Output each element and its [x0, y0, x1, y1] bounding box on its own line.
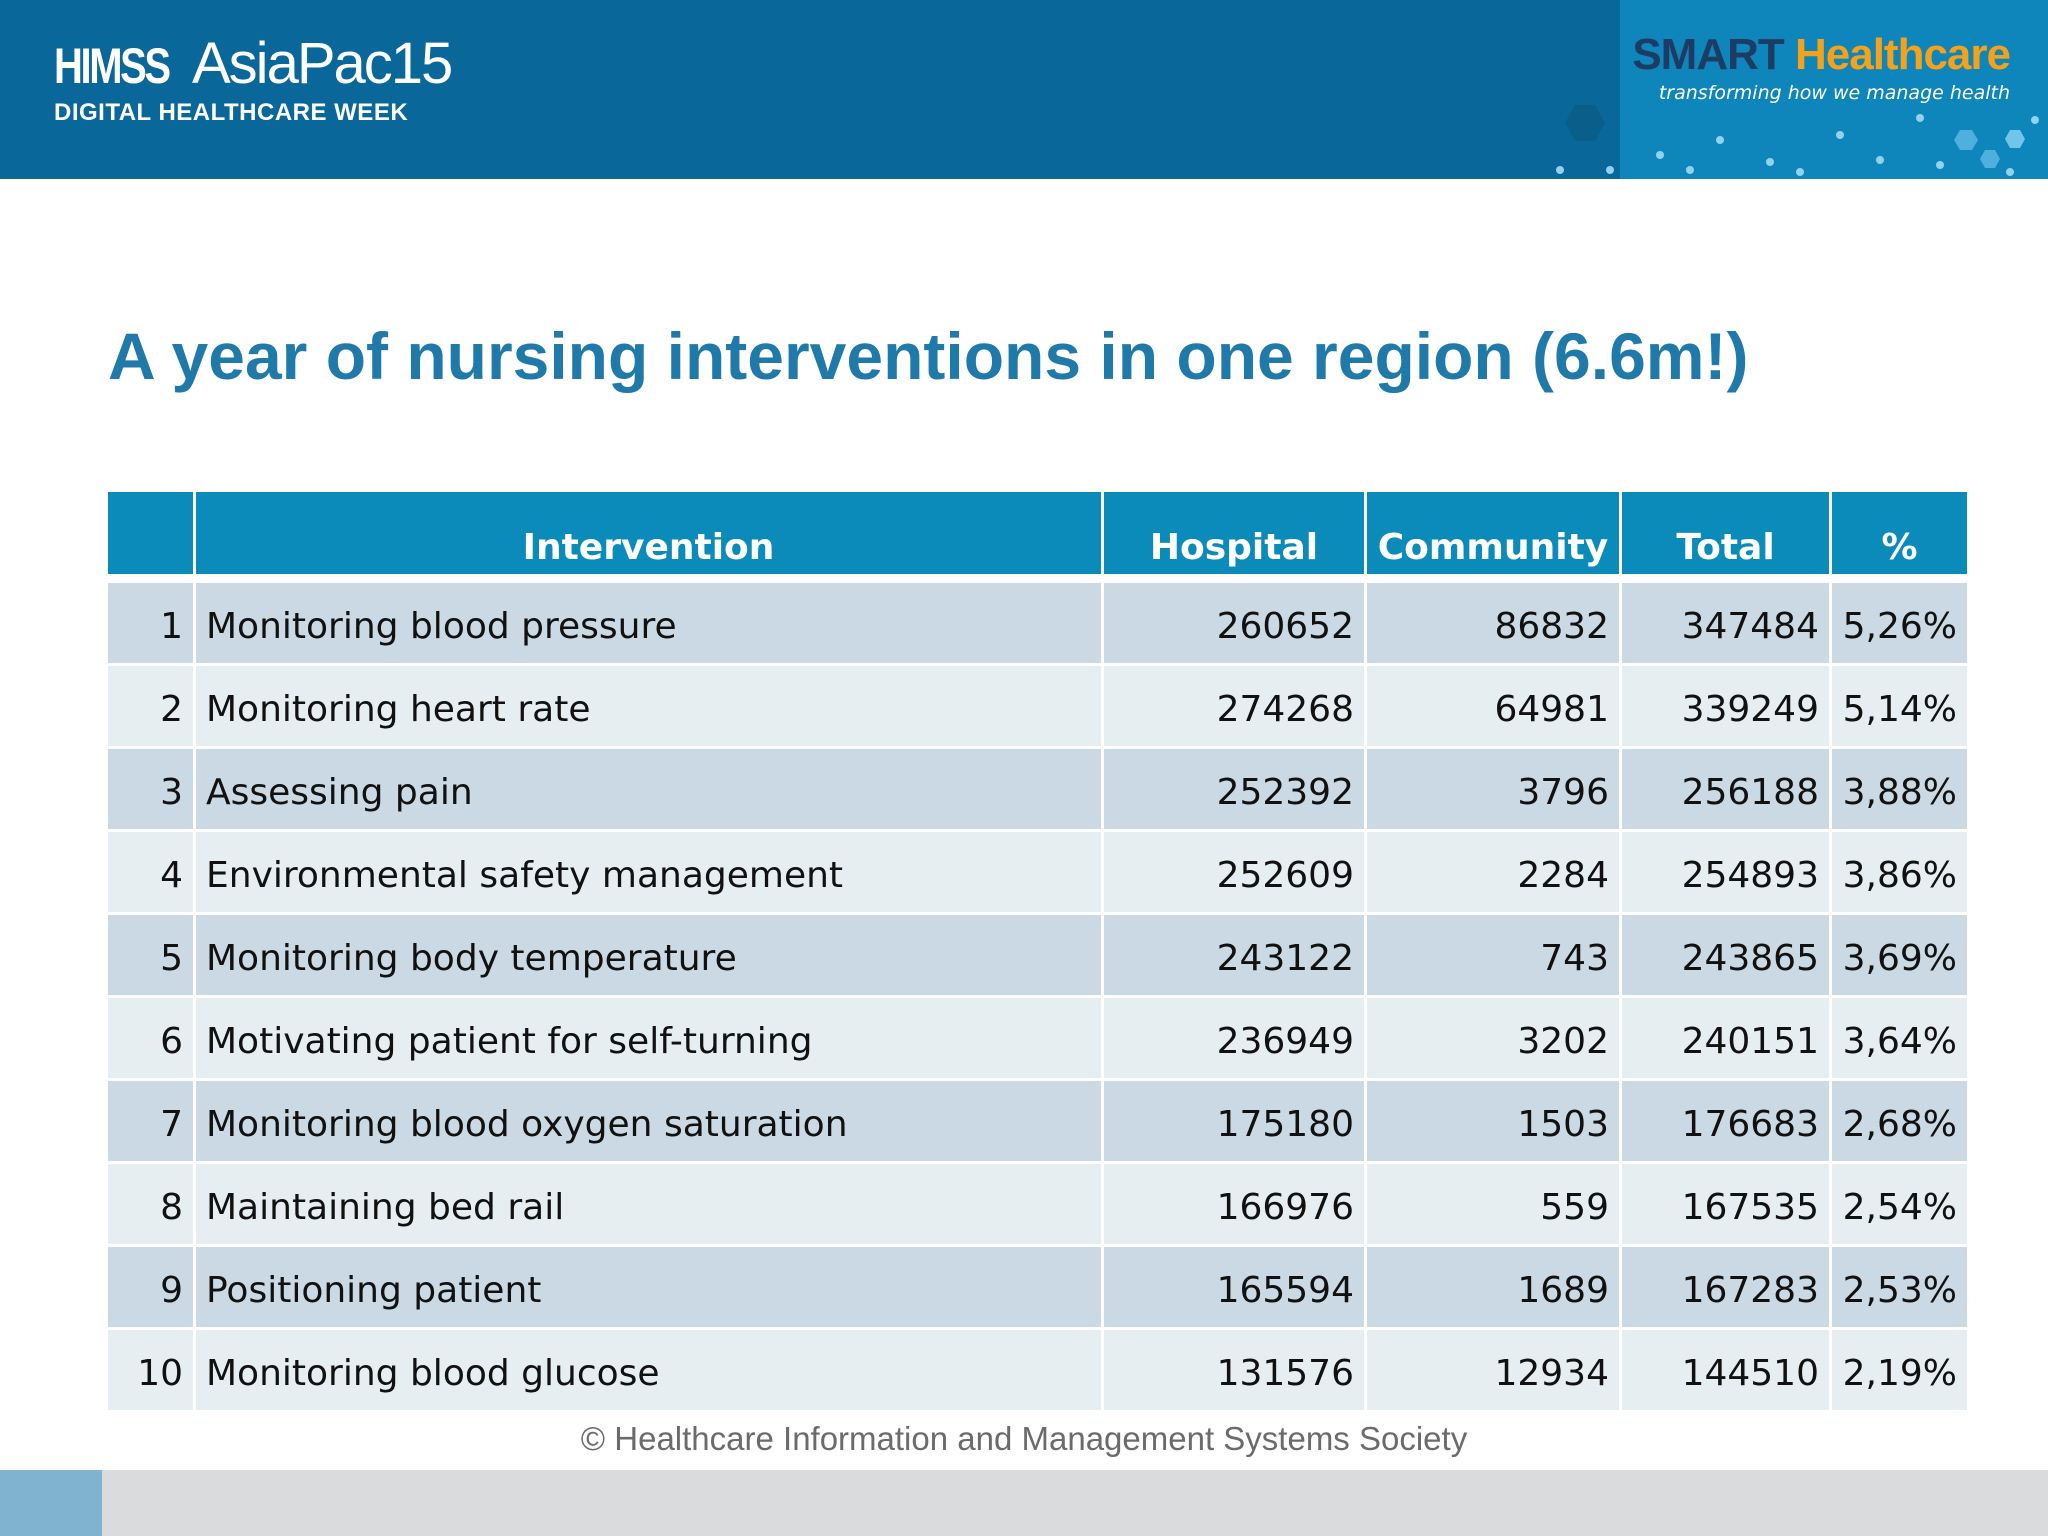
- hospital-cell: 260652: [1104, 583, 1364, 663]
- rank-cell: 5: [108, 915, 193, 995]
- intervention-cell: Monitoring body temperature: [196, 915, 1101, 995]
- community-cell: 64981: [1367, 666, 1619, 746]
- percent-cell: 3,88%: [1832, 749, 1967, 829]
- community-cell: 86832: [1367, 583, 1619, 663]
- rank-cell: 8: [108, 1164, 193, 1244]
- community-cell: 1503: [1367, 1081, 1619, 1161]
- header-intervention: Intervention: [196, 492, 1101, 574]
- community-cell: 2284: [1367, 832, 1619, 912]
- rank-cell: 9: [108, 1247, 193, 1327]
- intervention-cell: Environmental safety management: [196, 832, 1101, 912]
- healthcare-wordmark: Healthcare: [1794, 30, 2011, 79]
- header-total: Total: [1622, 492, 1829, 574]
- smart-wordmark: SMART: [1632, 30, 1784, 79]
- community-cell: 743: [1367, 915, 1619, 995]
- rank-cell: 6: [108, 998, 193, 1078]
- rank-cell: 7: [108, 1081, 193, 1161]
- percent-cell: 5,26%: [1832, 583, 1967, 663]
- partner-tagline: transforming how we manage health: [1658, 82, 2010, 104]
- intervention-cell: Monitoring blood glucose: [196, 1330, 1101, 1410]
- header-banner: HIMSS AsiaPac15 DIGITAL HEALTHCARE WEEK …: [0, 0, 2048, 179]
- rank-cell: 4: [108, 832, 193, 912]
- hospital-cell: 131576: [1104, 1330, 1364, 1410]
- hospital-cell: 274268: [1104, 666, 1364, 746]
- intervention-cell: Motivating patient for self-turning: [196, 998, 1101, 1078]
- hospital-cell: 166976: [1104, 1164, 1364, 1244]
- hexagon-pattern-decoration: [1556, 105, 2039, 176]
- slide-title: A year of nursing interventions in one r…: [108, 319, 1749, 393]
- intervention-cell: Monitoring heart rate: [196, 666, 1101, 746]
- total-cell: 347484: [1622, 583, 1829, 663]
- hospital-cell: 252609: [1104, 832, 1364, 912]
- event-subtitle: DIGITAL HEALTHCARE WEEK: [54, 99, 409, 126]
- header-community: Community: [1367, 492, 1619, 574]
- total-cell: 176683: [1622, 1081, 1829, 1161]
- community-cell: 3796: [1367, 749, 1619, 829]
- rank-cell: 10: [108, 1330, 193, 1410]
- community-cell: 559: [1367, 1164, 1619, 1244]
- header-hospital: Hospital: [1104, 492, 1364, 574]
- intervention-cell: Assessing pain: [196, 749, 1101, 829]
- event-logo: HIMSS AsiaPac15 DIGITAL HEALTHCARE WEEK: [54, 30, 453, 127]
- total-cell: 243865: [1622, 915, 1829, 995]
- percent-cell: 2,19%: [1832, 1330, 1967, 1410]
- interventions-table: Intervention Hospital Community Total % …: [108, 492, 1967, 1413]
- percent-cell: 5,14%: [1832, 666, 1967, 746]
- hospital-cell: 252392: [1104, 749, 1364, 829]
- intervention-cell: Positioning patient: [196, 1247, 1101, 1327]
- partner-logo: SMART Healthcare transforming how we man…: [1632, 30, 2011, 104]
- percent-cell: 3,86%: [1832, 832, 1967, 912]
- intervention-cell: Maintaining bed rail: [196, 1164, 1101, 1244]
- percent-cell: 2,54%: [1832, 1164, 1967, 1244]
- total-cell: 167283: [1622, 1247, 1829, 1327]
- total-cell: 167535: [1622, 1164, 1829, 1244]
- partner-panel: [1620, 0, 2048, 179]
- hospital-cell: 175180: [1104, 1081, 1364, 1161]
- percent-cell: 2,68%: [1832, 1081, 1967, 1161]
- rank-cell: 1: [108, 583, 193, 663]
- rank-cell: 3: [108, 749, 193, 829]
- hospital-cell: 243122: [1104, 915, 1364, 995]
- community-cell: 12934: [1367, 1330, 1619, 1410]
- total-cell: 144510: [1622, 1330, 1829, 1410]
- intervention-cell: Monitoring blood pressure: [196, 583, 1101, 663]
- himss-wordmark: HIMSS: [54, 38, 171, 94]
- community-cell: 3202: [1367, 998, 1619, 1078]
- total-cell: 256188: [1622, 749, 1829, 829]
- percent-cell: 3,64%: [1832, 998, 1967, 1078]
- header-percent: %: [1832, 492, 1967, 574]
- intervention-cell: Monitoring blood oxygen saturation: [196, 1081, 1101, 1161]
- percent-cell: 3,69%: [1832, 915, 1967, 995]
- event-name: AsiaPac15: [192, 31, 453, 96]
- rank-cell: 2: [108, 666, 193, 746]
- community-cell: 1689: [1367, 1247, 1619, 1327]
- total-cell: 339249: [1622, 666, 1829, 746]
- header-rank: [108, 492, 193, 574]
- total-cell: 240151: [1622, 998, 1829, 1078]
- percent-cell: 2,53%: [1832, 1247, 1967, 1327]
- hospital-cell: 236949: [1104, 998, 1364, 1078]
- copyright-notice: © Healthcare Information and Management …: [580, 1420, 1468, 1457]
- footer-accent-block: [0, 1470, 102, 1536]
- total-cell: 254893: [1622, 832, 1829, 912]
- footer-bar: [0, 1470, 2048, 1536]
- hospital-cell: 165594: [1104, 1247, 1364, 1327]
